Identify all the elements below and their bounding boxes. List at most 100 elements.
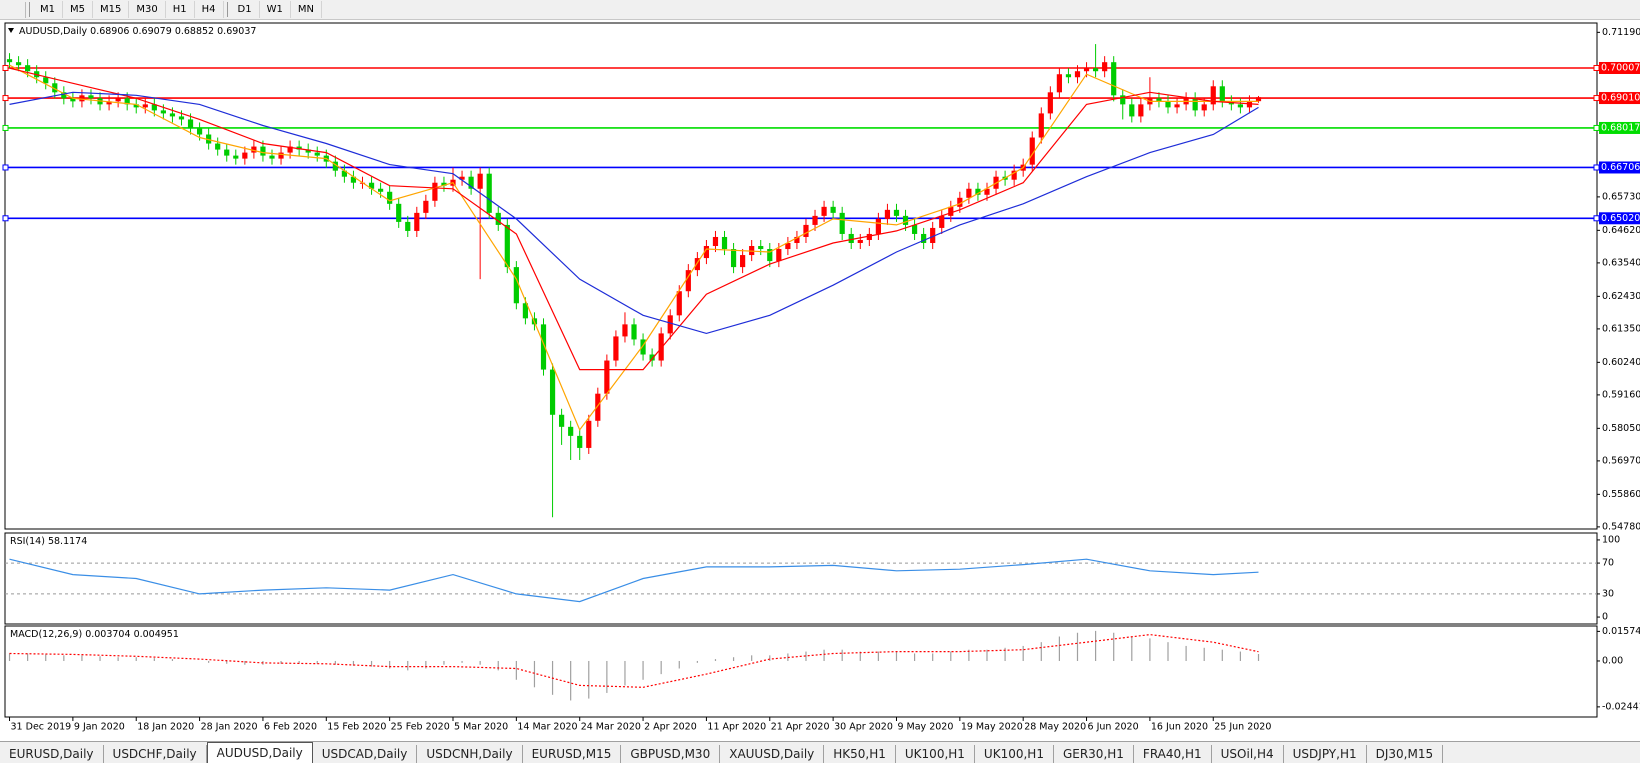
- x-tick-label: 6 Feb 2020: [264, 722, 317, 733]
- chart-tab[interactable]: EURUSD,M15: [523, 745, 622, 763]
- chart-tab[interactable]: USOil,H4: [1212, 745, 1284, 763]
- level-handle: [1593, 164, 1600, 171]
- candle-body: [468, 176, 474, 189]
- panel-frame: [4, 532, 1598, 625]
- chart-tab[interactable]: UK100,H1: [975, 745, 1054, 763]
- candle-body: [966, 188, 972, 198]
- timeframe-button[interactable]: H4: [195, 1, 224, 18]
- chart-title: AUDUSD,Daily: [19, 26, 88, 37]
- y-tick-label: 0.65730: [1602, 191, 1640, 202]
- timeframe-button[interactable]: M30: [129, 1, 166, 18]
- level-label: 0.66706: [1601, 162, 1640, 173]
- candle-body: [703, 246, 710, 259]
- candle-body: [43, 77, 49, 84]
- candle-body: [314, 152, 320, 156]
- chart-tab[interactable]: GER30,H1: [1054, 745, 1134, 763]
- y-tick-label: 0.015741: [1602, 626, 1640, 637]
- level-label-bg: [1599, 61, 1640, 74]
- candle-body: [649, 354, 655, 361]
- x-tick-label: 31 Dec 2019: [11, 722, 72, 733]
- timeframe-button[interactable]: M5: [63, 1, 93, 18]
- chart-tab[interactable]: XAUUSD,Daily: [720, 745, 825, 763]
- panel-header: MACD(12,26,9) 0.003704 0.004951: [10, 629, 179, 640]
- candle-body: [1083, 68, 1090, 72]
- level-handle: [1593, 124, 1600, 131]
- x-tick-label: 15 Feb 2020: [327, 722, 386, 733]
- timeframe-button[interactable]: M15: [93, 1, 130, 18]
- chart-tab[interactable]: FRA40,H1: [1134, 745, 1212, 763]
- candle-body: [740, 255, 746, 268]
- candle-body: [1065, 74, 1072, 78]
- candle-body: [785, 243, 791, 250]
- candle-body: [549, 369, 556, 415]
- level-handle: [2, 124, 9, 131]
- candle-body: [15, 62, 22, 66]
- candle-body: [812, 215, 818, 225]
- candle-body: [88, 95, 94, 99]
- chart-tab[interactable]: USDCNH,Daily: [417, 745, 523, 763]
- y-tick-label: 0.64620: [1602, 225, 1640, 236]
- candle-body: [187, 119, 194, 129]
- candle-body: [242, 152, 248, 159]
- chart-tabs: EURUSD,Daily USDCHF,Daily AUDUSD,Daily USDC…: [0, 741, 1640, 763]
- candle-body: [233, 155, 239, 159]
- candle-body: [387, 191, 393, 204]
- candle-body: [1156, 98, 1162, 102]
- candle-body: [486, 173, 492, 213]
- x-tick-label: 2 Apr 2020: [644, 722, 697, 733]
- panel-frame: [4, 625, 1598, 718]
- timeframe-button[interactable]: W1: [260, 1, 291, 18]
- candle-body: [830, 206, 836, 213]
- chart-tab[interactable]: USDCAD,Daily: [313, 745, 418, 763]
- chart-tab[interactable]: HK50,H1: [824, 745, 896, 763]
- candle-body: [586, 420, 592, 448]
- candle-body: [513, 267, 519, 304]
- chart-tab[interactable]: EURUSD,Daily: [0, 745, 104, 763]
- y-tick-label: 0.62430: [1602, 291, 1640, 302]
- header-item: 0.003704: [85, 629, 130, 640]
- x-tick-label: 24 Mar 2020: [581, 722, 641, 733]
- candle-body: [884, 209, 891, 219]
- candle-body: [296, 146, 302, 150]
- candle-body: [305, 149, 311, 153]
- candle-body: [866, 233, 872, 240]
- chart-tab[interactable]: UK100,H1: [896, 745, 975, 763]
- candle-body: [1219, 86, 1225, 102]
- candle-body: [432, 182, 438, 201]
- timeframe-button[interactable]: D1: [231, 1, 260, 18]
- chart-tab[interactable]: AUDUSD,Daily: [206, 742, 313, 763]
- candle-body: [414, 212, 420, 231]
- timeframe-button[interactable]: MN: [291, 1, 322, 18]
- candle-body: [287, 146, 293, 153]
- panel-header: AUDUSD,Daily 0.68906 0.69079 0.68852 0.6…: [19, 26, 256, 37]
- candle-body: [206, 134, 212, 144]
- candle-body: [522, 303, 529, 319]
- candle-body: [1111, 62, 1117, 96]
- candle-body: [215, 143, 221, 150]
- candle-body: [115, 98, 121, 102]
- timeframe-button[interactable]: M1: [33, 1, 63, 18]
- ohlc-value: 0.68852: [175, 26, 214, 37]
- candle-body: [776, 249, 782, 262]
- chart-tab[interactable]: GBPUSD,M30: [621, 745, 721, 763]
- candle-body: [70, 98, 76, 102]
- chart-tab[interactable]: DJ30,M15: [1367, 745, 1444, 763]
- candle-body: [368, 182, 375, 189]
- candle-body: [721, 236, 728, 250]
- candle-body: [106, 101, 112, 105]
- timeframe-button[interactable]: H1: [166, 1, 195, 18]
- candle-body: [758, 246, 764, 250]
- chart-tab[interactable]: USDJPY,H1: [1284, 745, 1367, 763]
- candle-body: [1120, 95, 1126, 105]
- candle-body: [803, 224, 809, 237]
- candle-body: [332, 161, 338, 171]
- candle-body: [921, 233, 927, 243]
- candle-body: [178, 116, 185, 120]
- candle-body: [875, 218, 881, 234]
- candle-body: [1255, 97, 1262, 102]
- chart-tab[interactable]: USDCHF,Daily: [104, 745, 207, 763]
- candle-body: [405, 221, 411, 231]
- candle-body: [341, 170, 347, 177]
- toolbar-icon[interactable]: [3, 1, 26, 18]
